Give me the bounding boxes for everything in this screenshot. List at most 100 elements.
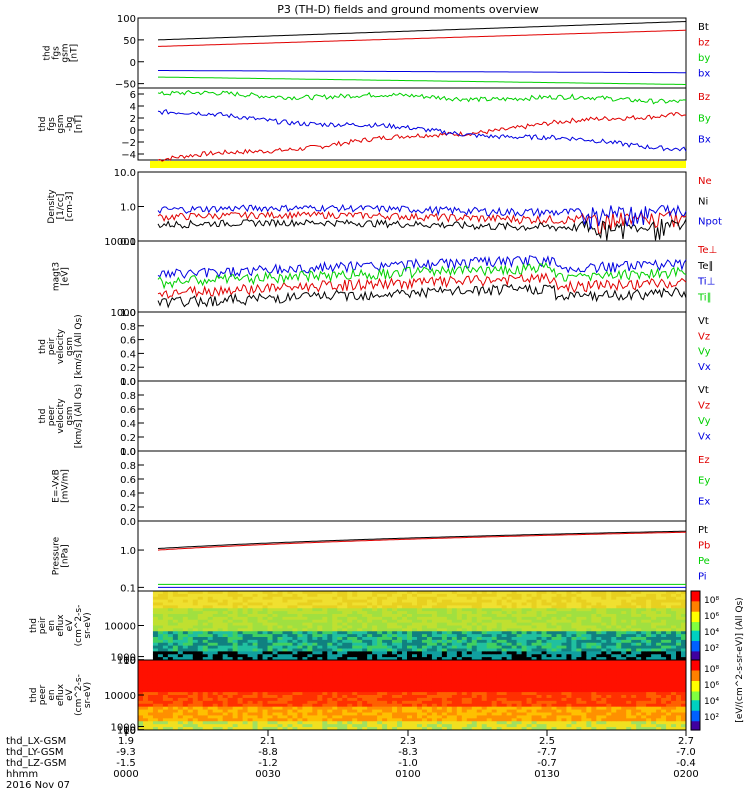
legend-Te∥: Te∥ bbox=[697, 261, 714, 272]
heatmap-cell bbox=[277, 721, 283, 725]
heatmap-cell bbox=[397, 631, 403, 635]
heatmap-cell bbox=[646, 645, 652, 649]
heatmap-cell bbox=[312, 680, 318, 684]
heatmap-cell bbox=[446, 662, 453, 667]
heatmap-cell bbox=[162, 622, 169, 626]
heatmap-cell bbox=[232, 614, 239, 618]
heatmap-cell bbox=[402, 700, 408, 705]
heatmap-cell bbox=[242, 654, 249, 658]
heatmap-cell bbox=[202, 709, 209, 713]
heatmap-cell bbox=[576, 631, 582, 635]
heatmap-cell bbox=[267, 674, 274, 678]
heatmap-cell bbox=[367, 660, 373, 664]
heatmap-cell bbox=[317, 721, 323, 725]
heatmap-cell bbox=[357, 637, 363, 641]
heatmap-cell bbox=[242, 622, 249, 626]
heatmap-cell bbox=[257, 706, 264, 711]
heatmap-cell bbox=[526, 706, 533, 711]
heatmap-cell bbox=[262, 622, 269, 626]
heatmap-cell bbox=[202, 611, 209, 615]
heatmap-cell bbox=[392, 712, 398, 716]
heatmap-cell bbox=[651, 654, 657, 658]
heatmap-cell bbox=[332, 654, 338, 658]
heatmap-cell bbox=[232, 654, 239, 658]
heatmap-cell bbox=[476, 593, 483, 598]
heatmap-cell bbox=[661, 602, 667, 606]
heatmap-cell bbox=[142, 611, 149, 615]
heatmap-cell bbox=[416, 709, 423, 713]
heatmap-cell bbox=[147, 614, 154, 618]
heatmap-cell bbox=[436, 671, 443, 676]
heatmap-cell bbox=[576, 657, 582, 661]
heatmap-cell bbox=[426, 657, 433, 661]
heatmap-cell bbox=[626, 657, 632, 661]
heatmap-cell bbox=[317, 616, 323, 621]
heatmap-cell bbox=[317, 668, 323, 673]
heatmap-cell bbox=[402, 665, 408, 670]
heatmap-cell bbox=[207, 660, 214, 664]
heatmap-cell bbox=[307, 703, 313, 708]
heatmap-cell bbox=[372, 668, 378, 673]
heatmap-cell bbox=[237, 614, 244, 618]
heatmap-cell bbox=[407, 634, 413, 638]
heatmap-cell bbox=[466, 712, 473, 716]
heatmap-cell bbox=[571, 721, 577, 725]
heatmap-cell bbox=[172, 683, 179, 687]
heatmap-cell bbox=[252, 645, 259, 649]
heatmap-cell bbox=[526, 718, 533, 722]
heatmap-cell bbox=[197, 628, 204, 632]
heatmap-cell bbox=[636, 642, 642, 647]
heatmap-cell bbox=[142, 715, 149, 719]
heatmap-cell bbox=[516, 706, 523, 711]
heatmap-cell bbox=[506, 668, 513, 673]
heatmap-cell bbox=[382, 593, 388, 598]
heatmap-cell bbox=[297, 602, 303, 606]
series-Pt bbox=[157, 530, 686, 549]
heatmap-cell bbox=[242, 712, 249, 716]
heatmap-cell bbox=[147, 628, 154, 632]
heatmap-cell bbox=[661, 596, 667, 601]
heatmap-cell bbox=[187, 718, 194, 722]
heatmap-cell bbox=[272, 605, 278, 609]
series-Bz bbox=[157, 111, 687, 162]
heatmap-cell bbox=[327, 697, 333, 702]
heatmap-cell bbox=[272, 709, 278, 713]
heatmap-cell bbox=[222, 631, 229, 635]
heatmap-cell bbox=[601, 634, 607, 638]
legend-Vy: Vy bbox=[698, 347, 711, 358]
heatmap-cell bbox=[322, 619, 328, 624]
heatmap-cell bbox=[441, 619, 448, 624]
heatmap-cell bbox=[496, 654, 503, 658]
heatmap-cell bbox=[187, 660, 194, 664]
heatmap-cell bbox=[142, 642, 149, 647]
heatmap-cell bbox=[402, 709, 408, 713]
heatmap-cell bbox=[372, 639, 378, 644]
heatmap-cell bbox=[207, 616, 214, 621]
heatmap-cell bbox=[337, 596, 343, 601]
heatmap-cell bbox=[172, 665, 179, 670]
heatmap-cell bbox=[526, 692, 533, 696]
heatmap-cell bbox=[377, 608, 383, 612]
heatmap-cell bbox=[177, 637, 184, 641]
heatmap-cell bbox=[676, 654, 682, 658]
heatmap-cell bbox=[476, 591, 483, 595]
heatmap-cell bbox=[561, 727, 567, 731]
heatmap-cell bbox=[227, 645, 234, 649]
heatmap-cell bbox=[516, 709, 523, 713]
heatmap-cell bbox=[187, 631, 194, 635]
heatmap-cell bbox=[402, 654, 408, 658]
heatmap-cell bbox=[556, 611, 562, 615]
heatmap-cell bbox=[591, 614, 597, 618]
heatmap-cell bbox=[511, 715, 518, 719]
heatmap-cell bbox=[292, 686, 298, 690]
heatmap-cell bbox=[232, 689, 239, 693]
heatmap-cell bbox=[327, 622, 333, 626]
legend-by: by bbox=[698, 53, 710, 64]
heatmap-cell bbox=[641, 599, 647, 603]
heatmap-cell bbox=[586, 619, 592, 624]
heatmap-cell bbox=[232, 660, 239, 664]
heatmap-cell bbox=[242, 639, 249, 644]
heatmap-cell bbox=[426, 654, 433, 658]
heatmap-cell bbox=[651, 631, 657, 635]
